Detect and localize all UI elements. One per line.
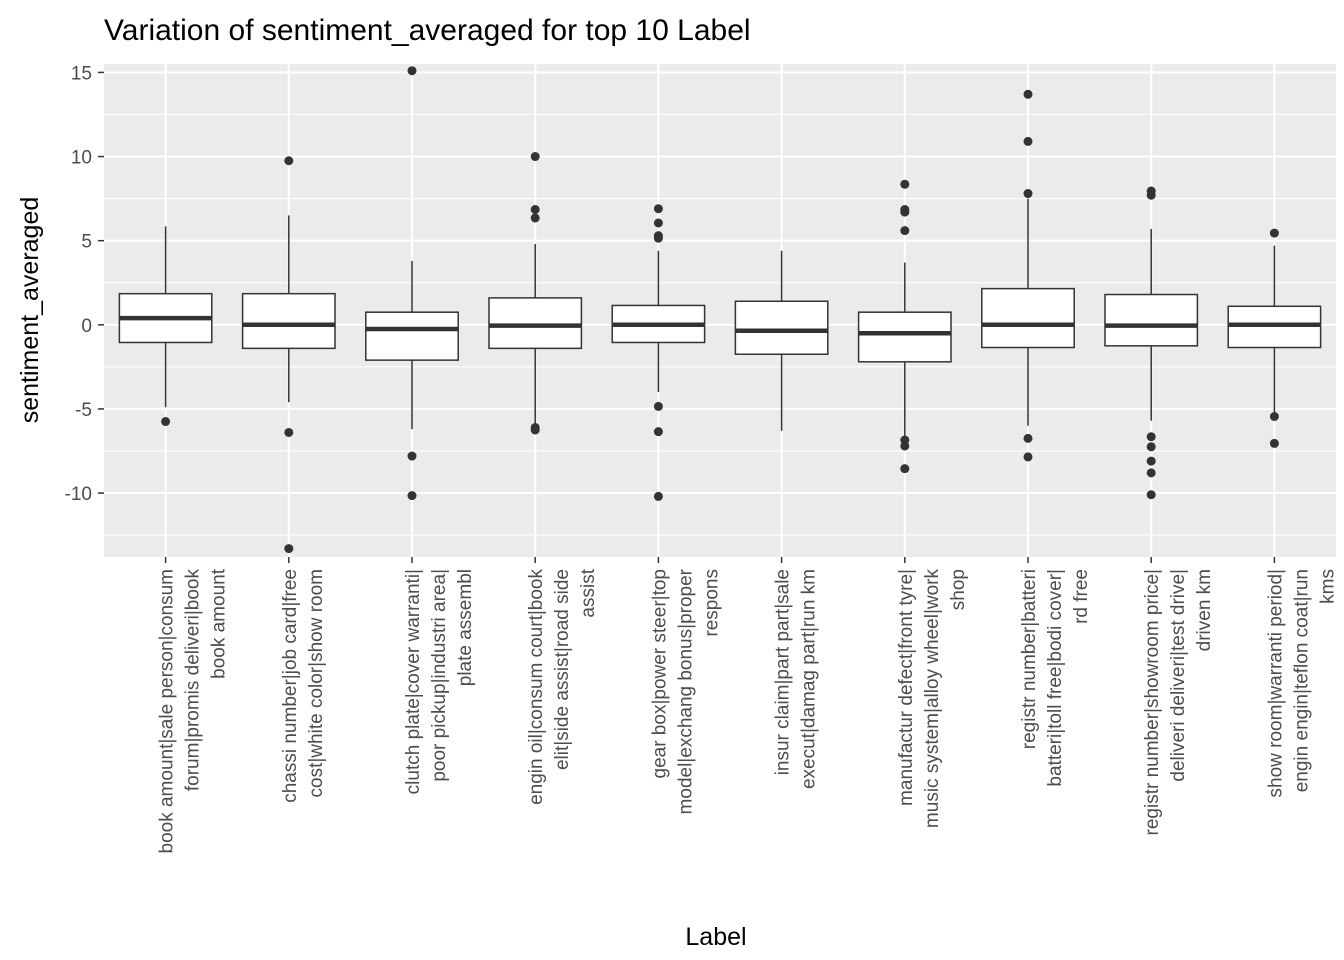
outlier-point: [1023, 136, 1033, 146]
outlier-point: [1146, 468, 1156, 478]
outlier-point: [1146, 442, 1156, 452]
x-tick-label: chassi number|job card|free: [280, 569, 301, 803]
x-tick-label: forum|promis deliveri|book: [183, 569, 204, 792]
outlier-point: [284, 544, 294, 554]
box-group: [1104, 186, 1199, 500]
outlier-point: [284, 427, 294, 437]
box-iqr: [241, 292, 336, 350]
box-group: [118, 226, 213, 427]
box-group: [611, 204, 706, 501]
outlier-point: [653, 491, 663, 501]
y-tick-label: 10: [71, 148, 92, 169]
outlier-point: [284, 156, 294, 166]
y-tick-label: 0: [81, 316, 92, 337]
y-tick-label: 15: [71, 63, 92, 84]
x-tick-label: execut|damag part|run km: [799, 569, 820, 789]
box-iqr: [734, 300, 829, 355]
outlier-point: [653, 218, 663, 228]
box-iqr: [488, 297, 583, 350]
x-tick-label: registr number|batteri: [1019, 569, 1040, 749]
x-tick-label: deliveri deliveri|test drive|: [1168, 569, 1189, 782]
x-tick-label: driven km: [1194, 569, 1215, 651]
grid-minor: [104, 113, 1336, 536]
outlier-point: [653, 233, 663, 243]
x-tick-label: cost|white color|show room: [306, 569, 327, 797]
outlier-point: [900, 464, 910, 474]
x-tick-label: engin engin|teflon coat|run: [1291, 569, 1312, 792]
x-tick-label: insur claim|part part|sale: [773, 569, 794, 775]
outlier-point: [900, 441, 910, 451]
outlier-point: [1146, 190, 1156, 200]
box-group: [857, 179, 952, 474]
x-tick-label: clutch plate|cover warranti|: [403, 569, 424, 794]
box-group: [1227, 228, 1322, 448]
x-tick-label: rd free: [1071, 569, 1092, 624]
boxes-layer: [118, 66, 1322, 554]
outlier-point: [653, 427, 663, 437]
outlier-point: [1023, 189, 1033, 199]
y-axis-title: sentiment_averaged: [16, 197, 44, 424]
x-tick-label: model|exchang bonus|proper: [675, 568, 696, 814]
x-tick-label: assist: [578, 568, 599, 617]
chart-title: Variation of sentiment_averaged for top …: [104, 14, 751, 47]
x-tick-label: book amount: [209, 568, 230, 679]
x-tick-label: shop: [948, 569, 969, 610]
box-iqr: [981, 287, 1075, 349]
outlier-point: [1146, 456, 1156, 466]
box-iqr: [1104, 293, 1199, 347]
outlier-point: [900, 226, 910, 236]
box-iqr: [857, 311, 952, 363]
x-tick-label: book amount|sale person|consum: [157, 569, 178, 853]
outlier-point: [407, 66, 417, 76]
outlier-point: [900, 179, 910, 189]
box-group: [734, 250, 829, 431]
x-tick-label: manufactur defect|front tyre|: [896, 569, 917, 806]
outlier-point: [1146, 490, 1156, 500]
outlier-point: [1269, 228, 1279, 238]
box-iqr: [365, 311, 459, 361]
x-axis-title: Label: [685, 923, 746, 951]
outlier-point: [530, 152, 540, 162]
x-tick-label: registr number|showroom price|: [1142, 569, 1163, 835]
x-tick-label: respons: [701, 569, 722, 637]
x-tick-label: kms: [1317, 569, 1338, 604]
outlier-point: [407, 451, 417, 461]
y-tick-label: -10: [65, 484, 92, 505]
outlier-point: [161, 417, 171, 427]
outlier-point: [1023, 89, 1033, 99]
outlier-point: [1023, 433, 1033, 443]
x-axis: book amount|sale person|consum forum|prom…: [157, 557, 1338, 853]
outlier-point: [653, 204, 663, 214]
outlier-point: [1023, 452, 1033, 462]
box-group: [981, 89, 1075, 462]
x-tick-label: poor pickup|industri area|: [429, 569, 450, 782]
x-tick-label: show room|warranti period|: [1265, 569, 1286, 797]
outlier-point: [530, 213, 540, 223]
x-tick-label: elit|side assist|road side: [552, 569, 573, 770]
box-group: [241, 156, 336, 554]
y-tick-label: 5: [81, 232, 92, 253]
x-tick-label: engin oil|consum court|book: [526, 569, 547, 805]
outlier-point: [407, 491, 417, 501]
outlier-point: [530, 205, 540, 215]
x-tick-label: gear box|power steer|top: [649, 569, 670, 779]
y-tick-label: -5: [75, 400, 92, 421]
outlier-point: [1269, 438, 1279, 448]
outlier-point: [900, 207, 910, 217]
outlier-point: [653, 401, 663, 411]
outlier-point: [1146, 432, 1156, 442]
x-tick-label: batteri|toll free|bodi cover|: [1045, 569, 1066, 787]
box-group: [488, 152, 583, 435]
box-group: [365, 66, 459, 501]
outlier-point: [530, 425, 540, 435]
y-axis: 15 10 5 0 -5 -10: [65, 63, 104, 505]
x-tick-label: plate assembl: [455, 569, 476, 686]
outlier-point: [1269, 412, 1279, 422]
x-tick-label: music system|alloy wheel|work: [922, 569, 943, 829]
